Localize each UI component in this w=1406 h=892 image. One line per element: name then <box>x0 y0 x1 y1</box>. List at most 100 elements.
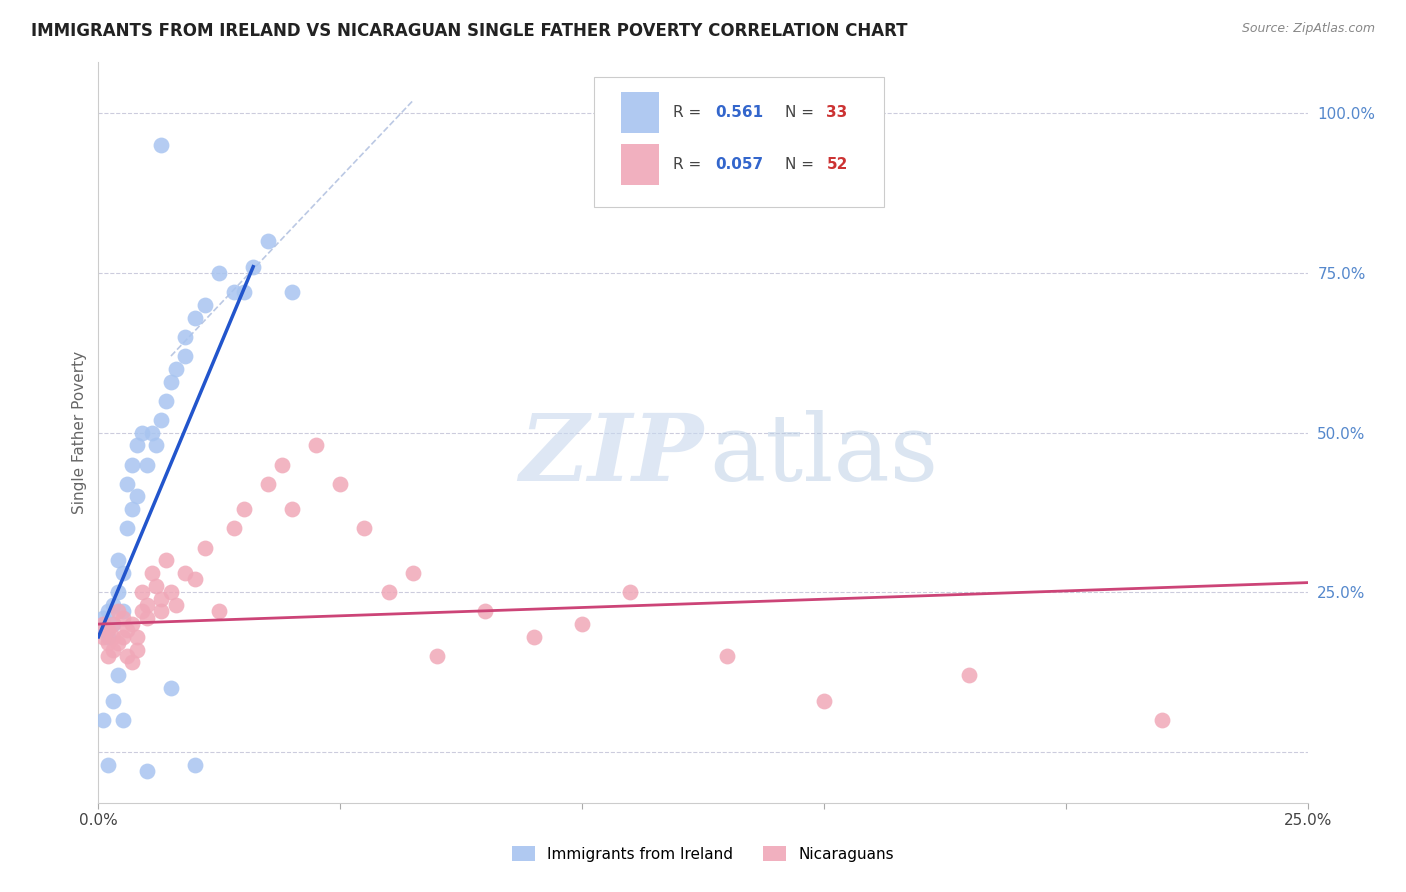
Point <box>91 624 114 638</box>
Point <box>135 764 157 778</box>
Text: IMMIGRANTS FROM IRELAND VS NICARAGUAN SINGLE FATHER POVERTY CORRELATION CHART: IMMIGRANTS FROM IRELAND VS NICARAGUAN SI… <box>31 22 907 40</box>
Point <box>97 757 120 772</box>
Point <box>145 579 167 593</box>
Point <box>135 598 157 612</box>
Text: ZIP: ZIP <box>519 409 703 500</box>
Point <box>107 553 129 567</box>
FancyBboxPatch shape <box>595 78 884 207</box>
Point <box>208 266 231 280</box>
Point <box>107 636 129 650</box>
Point <box>222 521 245 535</box>
Point <box>150 138 173 153</box>
Point <box>165 361 187 376</box>
Point <box>107 585 129 599</box>
Point <box>131 425 153 440</box>
Point <box>160 375 183 389</box>
Point <box>155 553 177 567</box>
Point <box>174 349 197 363</box>
Point <box>135 458 157 472</box>
Point <box>256 476 278 491</box>
Point <box>329 476 352 491</box>
Point <box>281 502 304 516</box>
Point <box>271 458 294 472</box>
Point <box>165 598 187 612</box>
Point <box>160 681 183 695</box>
Point <box>135 611 157 625</box>
Point <box>131 585 153 599</box>
Point <box>117 648 139 663</box>
Point <box>256 234 278 248</box>
Point <box>160 585 183 599</box>
Point <box>174 566 197 580</box>
Point <box>813 694 835 708</box>
Point <box>523 630 546 644</box>
Point <box>107 668 129 682</box>
Point <box>101 630 124 644</box>
Text: 0.561: 0.561 <box>716 105 763 120</box>
Point <box>184 757 207 772</box>
Point <box>97 648 120 663</box>
Point <box>121 502 143 516</box>
Text: 52: 52 <box>827 157 848 172</box>
Point <box>101 694 124 708</box>
Point <box>111 566 134 580</box>
Point <box>107 604 129 618</box>
Point <box>305 438 328 452</box>
Point <box>174 330 197 344</box>
Point <box>117 624 139 638</box>
Point <box>97 636 120 650</box>
Point <box>571 617 593 632</box>
Point <box>145 438 167 452</box>
Point <box>426 648 449 663</box>
Point <box>1152 713 1174 727</box>
Legend: Immigrants from Ireland, Nicaraguans: Immigrants from Ireland, Nicaraguans <box>505 838 901 869</box>
Point <box>117 521 139 535</box>
Point <box>194 298 217 312</box>
Point <box>232 285 254 300</box>
Point <box>117 476 139 491</box>
Point <box>150 591 173 606</box>
Point <box>121 458 143 472</box>
Bar <box>621 93 659 133</box>
Point <box>127 490 149 504</box>
Point <box>281 285 304 300</box>
Text: 0.057: 0.057 <box>716 157 763 172</box>
Point <box>353 521 375 535</box>
Point <box>101 617 124 632</box>
Point <box>232 502 254 516</box>
Point <box>141 566 163 580</box>
Point <box>377 585 399 599</box>
Point <box>141 425 163 440</box>
Point <box>91 630 114 644</box>
Point <box>208 604 231 618</box>
Text: R =: R = <box>672 105 706 120</box>
Point <box>127 630 149 644</box>
Point <box>111 611 134 625</box>
Point <box>121 656 143 670</box>
Point <box>91 617 114 632</box>
Point <box>155 393 177 408</box>
Point <box>127 642 149 657</box>
Text: N =: N = <box>785 105 820 120</box>
Point <box>101 642 124 657</box>
Point <box>957 668 980 682</box>
Point <box>242 260 264 274</box>
Point <box>101 617 124 632</box>
Point <box>150 413 173 427</box>
Point <box>716 648 738 663</box>
Point <box>184 310 207 325</box>
Point <box>91 611 114 625</box>
Text: 33: 33 <box>827 105 848 120</box>
Point <box>97 604 120 618</box>
Point <box>184 573 207 587</box>
Point <box>402 566 425 580</box>
Point <box>97 630 120 644</box>
Y-axis label: Single Father Poverty: Single Father Poverty <box>72 351 87 514</box>
Point <box>474 604 496 618</box>
Bar <box>621 145 659 185</box>
Point <box>150 604 173 618</box>
Text: atlas: atlas <box>709 409 938 500</box>
Point <box>222 285 245 300</box>
Text: N =: N = <box>785 157 820 172</box>
Text: Source: ZipAtlas.com: Source: ZipAtlas.com <box>1241 22 1375 36</box>
